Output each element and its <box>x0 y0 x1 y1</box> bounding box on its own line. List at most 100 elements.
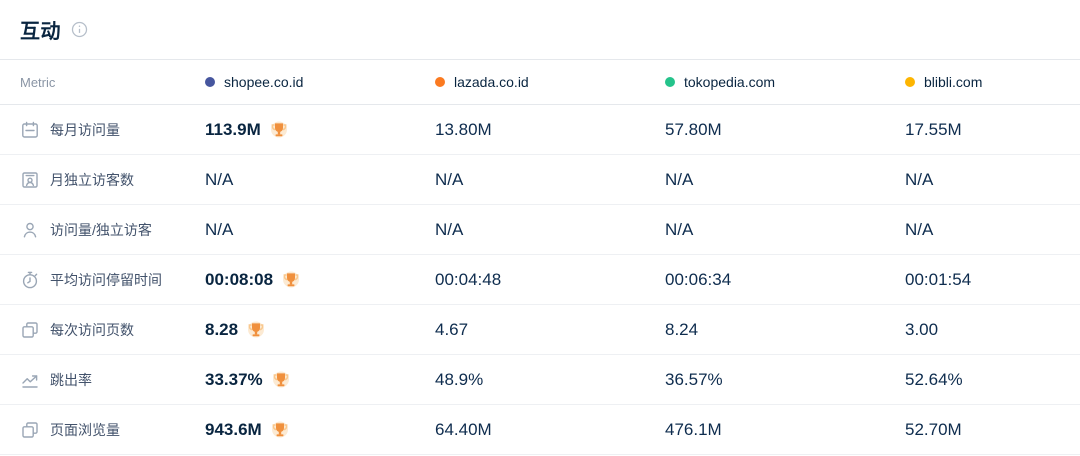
metric-cell: 访问量/独立访客 <box>20 220 205 240</box>
metric-column-header: Metric <box>20 74 56 90</box>
value-cell: 52.64% <box>905 370 1080 390</box>
engagement-table: Metric shopee.co.id lazada.co.id tokoped… <box>0 60 1080 455</box>
stopwatch-icon <box>20 270 40 290</box>
person-icon <box>20 220 40 240</box>
table-row: 月独立访客数 N/A N/A N/A N/A <box>0 155 1080 205</box>
metric-label: 访问量/独立访客 <box>50 221 152 238</box>
metric-label: 跳出率 <box>50 371 92 388</box>
table-row: 每次访问页数 8.28 4.67 8.24 3.00 <box>0 305 1080 355</box>
trophy-icon <box>246 320 266 340</box>
metric-cell: 每次访问页数 <box>20 320 205 340</box>
value-cell: 113.9M <box>205 120 435 140</box>
section-title: 互动 <box>20 21 61 43</box>
series-dot-icon <box>435 77 445 87</box>
value-cell: 476.1M <box>665 420 905 440</box>
value-cell: 00:08:08 <box>205 270 435 290</box>
table-row: 访问量/独立访客 N/A N/A N/A N/A <box>0 205 1080 255</box>
metric-value: N/A <box>905 169 934 189</box>
metric-value: 00:01:54 <box>905 269 972 289</box>
table-row: 跳出率 33.37% 48.9% 36.57% 52.64% <box>0 355 1080 405</box>
trophy-icon <box>281 270 301 290</box>
metric-value: N/A <box>665 219 694 239</box>
value-cell: 00:04:48 <box>435 270 665 290</box>
domain-column-header: tokopedia.com <box>665 74 905 90</box>
bounce-icon <box>20 370 40 390</box>
metric-value: 00:04:48 <box>435 269 502 289</box>
pages-icon <box>20 320 40 340</box>
value-cell: 13.80M <box>435 120 665 140</box>
value-cell: N/A <box>205 170 435 190</box>
value-cell: 64.40M <box>435 420 665 440</box>
metric-cell: 跳出率 <box>20 370 205 390</box>
value-cell: N/A <box>905 170 1080 190</box>
table-header: Metric shopee.co.id lazada.co.id tokoped… <box>0 60 1080 105</box>
value-cell: 48.9% <box>435 370 665 390</box>
value-cell: N/A <box>665 220 905 240</box>
table-body: 每月访问量 113.9M 13.80M 57.80M 17.55M 月独立访客数 N/… <box>0 105 1080 455</box>
domain-label: blibli.com <box>924 74 983 90</box>
value-cell: 36.57% <box>665 370 905 390</box>
metric-value: 943.6M <box>205 419 262 439</box>
domain-label: shopee.co.id <box>224 74 304 90</box>
value-cell: 57.80M <box>665 120 905 140</box>
metric-cell: 平均访问停留时间 <box>20 270 205 290</box>
value-cell: 17.55M <box>905 120 1080 140</box>
metric-value: 8.28 <box>205 319 239 339</box>
value-cell: N/A <box>665 170 905 190</box>
metric-value: 13.80M <box>435 119 492 139</box>
metric-value: 4.67 <box>435 319 469 339</box>
metric-value: 52.70M <box>905 419 962 439</box>
info-icon[interactable] <box>71 21 88 38</box>
metric-cell: 月独立访客数 <box>20 170 205 190</box>
table-row: 平均访问停留时间 00:08:08 00:04:48 00:06:34 00:01:5… <box>0 255 1080 305</box>
metric-value: N/A <box>905 219 934 239</box>
metric-cell: 每月访问量 <box>20 120 205 140</box>
value-cell: N/A <box>435 170 665 190</box>
metric-value: N/A <box>665 169 694 189</box>
metric-value: 48.9% <box>435 369 484 389</box>
metric-value: 36.57% <box>665 369 723 389</box>
value-cell: N/A <box>205 220 435 240</box>
metric-label: 每次访问页数 <box>50 321 134 338</box>
value-cell: 8.28 <box>205 320 435 340</box>
table-row: 每月访问量 113.9M 13.80M 57.80M 17.55M <box>0 105 1080 155</box>
metric-label: 月独立访客数 <box>50 171 134 188</box>
value-cell: 00:06:34 <box>665 270 905 290</box>
domain-label: tokopedia.com <box>684 74 776 90</box>
pages-icon <box>20 420 40 440</box>
metric-value: 8.24 <box>665 319 699 339</box>
metric-value: 64.40M <box>435 419 492 439</box>
metric-value: 00:08:08 <box>205 269 274 289</box>
metric-value: 3.00 <box>905 319 939 339</box>
metric-label: 页面浏览量 <box>50 421 120 438</box>
series-dot-icon <box>665 77 675 87</box>
value-cell: 4.67 <box>435 320 665 340</box>
metric-cell: 页面浏览量 <box>20 420 205 440</box>
domain-label: lazada.co.id <box>454 74 529 90</box>
value-cell: 8.24 <box>665 320 905 340</box>
metric-label: 平均访问停留时间 <box>50 271 162 288</box>
section-title-row: 互动 <box>0 0 1080 60</box>
metric-value: N/A <box>435 169 464 189</box>
domain-column-header: lazada.co.id <box>435 74 665 90</box>
metric-value: N/A <box>435 219 464 239</box>
series-dot-icon <box>205 77 215 87</box>
calendar-icon <box>20 120 40 140</box>
series-dot-icon <box>905 77 915 87</box>
value-cell: 52.70M <box>905 420 1080 440</box>
metric-value: N/A <box>205 169 234 189</box>
value-cell: 943.6M <box>205 420 435 440</box>
domain-column-header: blibli.com <box>905 74 1080 90</box>
metric-value: 00:06:34 <box>665 269 732 289</box>
value-cell: 33.37% <box>205 370 435 390</box>
metric-value: N/A <box>205 219 234 239</box>
trophy-icon <box>270 420 290 440</box>
metric-value: 476.1M <box>665 419 722 439</box>
trophy-icon <box>271 370 291 390</box>
metric-value: 113.9M <box>205 119 261 139</box>
id-card-icon <box>20 170 40 190</box>
metric-value: 52.64% <box>905 369 963 389</box>
value-cell: N/A <box>905 220 1080 240</box>
metric-value: 57.80M <box>665 119 722 139</box>
